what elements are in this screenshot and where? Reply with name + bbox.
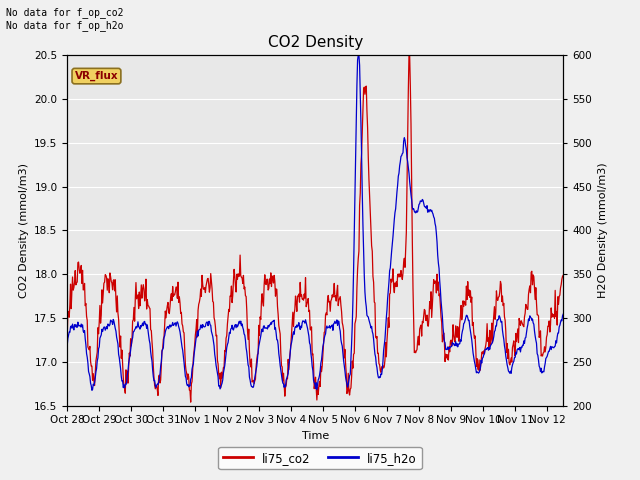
X-axis label: Time: Time [301, 431, 329, 441]
Text: VR_flux: VR_flux [75, 71, 118, 81]
Legend: li75_co2, li75_h2o: li75_co2, li75_h2o [218, 447, 422, 469]
Y-axis label: CO2 Density (mmol/m3): CO2 Density (mmol/m3) [19, 163, 29, 298]
Text: No data for f_op_co2
No data for f_op_h2o: No data for f_op_co2 No data for f_op_h2… [6, 7, 124, 31]
Y-axis label: H2O Density (mmol/m3): H2O Density (mmol/m3) [598, 163, 607, 298]
Title: CO2 Density: CO2 Density [268, 35, 363, 50]
